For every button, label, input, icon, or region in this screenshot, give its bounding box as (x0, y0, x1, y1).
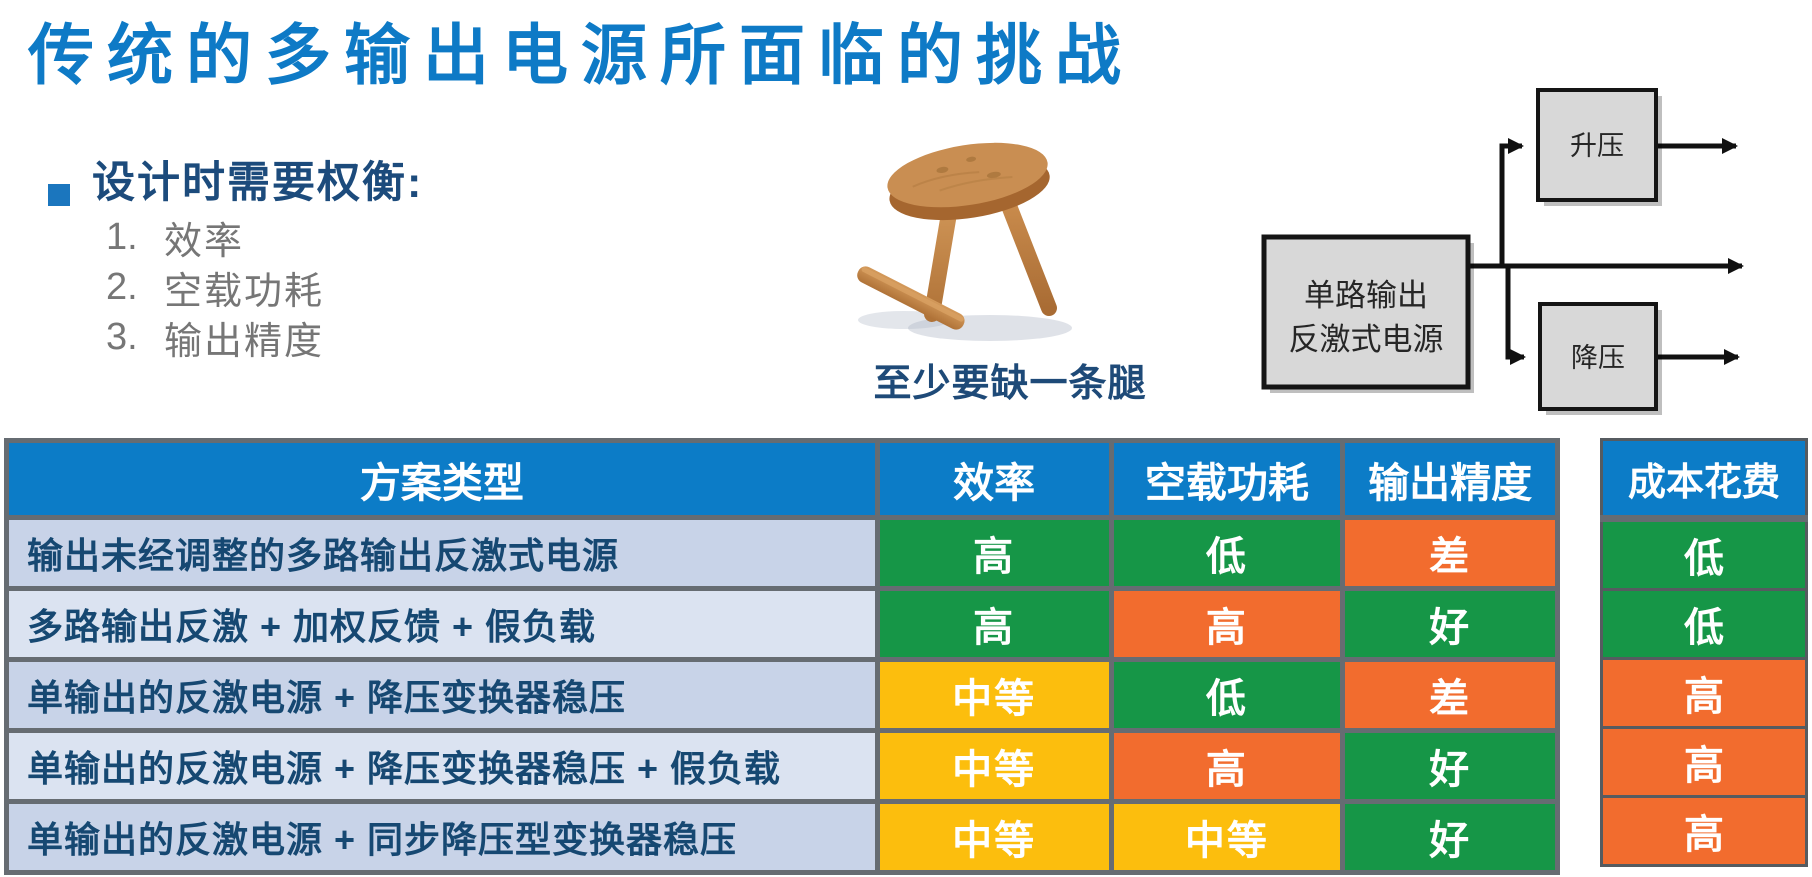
buck-box-label: 降压 (1571, 343, 1625, 373)
rating-cell: 中等 (874, 728, 1114, 804)
rating-cell: 高 (1108, 728, 1346, 804)
rating-cell: 低 (1108, 515, 1346, 591)
plan-label: 单输出的反激电源 + 降压变换器稳压 (4, 657, 880, 733)
plan-label: 多路输出反激 + 加权反馈 + 假负载 (4, 586, 880, 662)
table-row: 单输出的反激电源 + 同步降压型变换器稳压 中等 中等 好 (4, 799, 1560, 875)
rating-cell: 中等 (874, 657, 1114, 733)
plan-label: 单输出的反激电源 + 降压变换器稳压 + 假负载 (4, 728, 880, 804)
bullet-square-icon (48, 184, 70, 206)
list-item: 3. 输出精度 (106, 312, 325, 363)
cost-row: 低 (1600, 517, 1808, 591)
boost-box-label: 升压 (1570, 131, 1624, 161)
table-row: 输出未经调整的多路输出反激式电源 高 低 差 (4, 515, 1560, 591)
header-cost: 成本花费 (1600, 438, 1808, 522)
rating-cell: 中等 (874, 799, 1114, 875)
plan-label: 输出未经调整的多路输出反激式电源 (4, 515, 880, 591)
cost-row: 高 (1600, 657, 1808, 729)
rating-cell: 差 (1340, 657, 1560, 733)
cost-row: 高 (1600, 795, 1808, 867)
tradeoff-heading: 设计时需要权衡: (92, 159, 424, 207)
cost-cell: 高 (1600, 657, 1808, 729)
list-item-label: 输出精度 (164, 320, 325, 363)
buck-input-arrow (1505, 264, 1526, 365)
flyback-source-box (1261, 234, 1471, 390)
table-row: 多路输出反激 + 加权反馈 + 假负载 高 高 好 (4, 586, 1560, 662)
table-header-row: 方案类型 效率 空载功耗 输出精度 (4, 438, 1560, 520)
list-item-number: 3. (106, 315, 138, 358)
source-box-label-line1: 单路输出 (1304, 278, 1428, 313)
tradeoff-list: 1. 效率 2. 空载功耗 3. 输出精度 (106, 212, 325, 363)
stool-illustration (852, 126, 1084, 354)
comparison-table: 方案类型 效率 空载功耗 输出精度 输出未经调整的多路输出反激式电源 高 低 差… (4, 438, 1560, 875)
source-box-label-line2: 反激式电源 (1289, 322, 1444, 357)
rating-cell: 好 (1340, 728, 1560, 804)
table-row: 单输出的反激电源 + 降压变换器稳压 中等 低 差 (4, 657, 1560, 733)
page-title: 传统的多输出电源所面临的挑战 (28, 18, 1134, 92)
list-item-number: 2. (106, 265, 138, 308)
cost-cell: 高 (1600, 795, 1808, 867)
rating-cell: 高 (874, 515, 1114, 591)
power-diagram: 单路输出 反激式电源 升压 降压 (1230, 48, 1812, 440)
broken-stool-icon (857, 142, 1072, 341)
cost-header-row: 成本花费 (1600, 438, 1808, 522)
table-row: 单输出的反激电源 + 降压变换器稳压 + 假负载 中等 高 好 (4, 728, 1560, 804)
flyback-diagram-svg: 单路输出 反激式电源 升压 降压 (1261, 88, 1744, 415)
boost-input-arrow (1499, 138, 1524, 266)
list-item-label: 空载功耗 (164, 270, 325, 313)
header-plan-type: 方案类型 (4, 438, 880, 520)
list-item: 1. 效率 (106, 212, 324, 263)
header-noload-power: 空载功耗 (1108, 438, 1346, 520)
list-item: 2. 空载功耗 (106, 262, 325, 313)
boost-box (1536, 88, 1658, 202)
list-item-label: 效率 (164, 220, 245, 263)
header-output-accuracy: 输出精度 (1340, 438, 1560, 520)
list-item-number: 1. (106, 215, 138, 258)
stool-caption: 至少要缺一条腿 (873, 363, 1147, 405)
rating-cell: 低 (1108, 657, 1346, 733)
cost-row: 高 (1600, 726, 1808, 798)
plan-label: 单输出的反激电源 + 同步降压型变换器稳压 (4, 799, 880, 875)
rating-cell: 差 (1340, 515, 1560, 591)
cost-row: 低 (1600, 588, 1808, 660)
buck-box (1538, 302, 1658, 411)
rating-cell: 好 (1340, 799, 1560, 875)
header-efficiency: 效率 (874, 438, 1114, 520)
cost-cell: 低 (1600, 588, 1808, 660)
rating-cell: 好 (1340, 586, 1560, 662)
rating-cell: 高 (874, 586, 1114, 662)
rating-cell: 中等 (1108, 799, 1346, 875)
cost-cell: 低 (1600, 517, 1808, 591)
cost-table: 成本花费 低 低 高 高 高 (1600, 438, 1808, 867)
rating-cell: 高 (1108, 586, 1346, 662)
cost-cell: 高 (1600, 726, 1808, 798)
